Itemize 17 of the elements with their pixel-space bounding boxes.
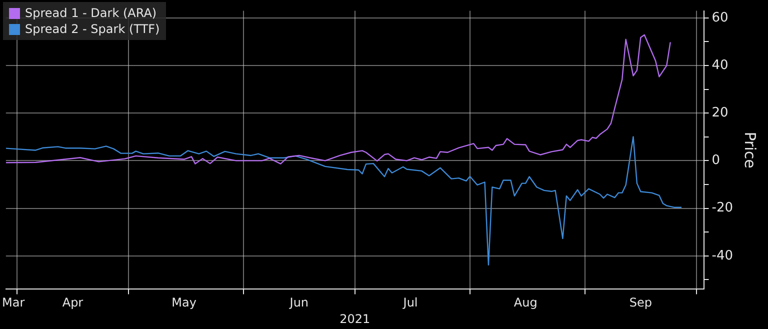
x-tick-label: Mar (2, 296, 25, 310)
y-tick-label: -20 (712, 200, 733, 216)
x-tick-label: Aug (514, 296, 538, 310)
x-tick-label: Sep (629, 296, 652, 310)
x-tick-label: Jun (288, 296, 309, 310)
x-tick-label: Apr (62, 296, 84, 310)
y-tick-label: 0 (712, 153, 720, 168)
y-tick-label: 20 (712, 105, 728, 120)
x-axis-title: 2021 (340, 312, 370, 326)
legend-label: Spread 2 - Spark (TTF) (25, 21, 160, 37)
y-tick-label: 60 (712, 10, 728, 26)
legend-label: Spread 1 - Dark (ARA) (25, 5, 157, 21)
y-tick-label: -40 (712, 248, 733, 264)
y-tick-label: 40 (712, 58, 728, 73)
y-axis-title: Price (741, 132, 760, 168)
x-tick-label: Jul (402, 296, 418, 310)
x-tick-label: May (172, 296, 196, 310)
